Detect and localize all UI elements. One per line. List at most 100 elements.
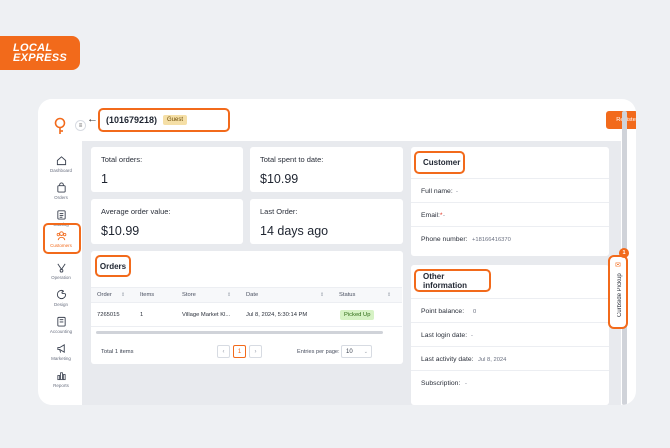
guest-badge: Guest <box>163 115 188 125</box>
collapse-sidebar-icon[interactable]: ≡ <box>75 120 86 131</box>
sidebar-item-marketing[interactable]: Marketing <box>42 337 80 367</box>
stat-label: Total spent to date: <box>260 155 324 164</box>
last-login-label: Last login date: <box>421 332 468 339</box>
point-balance-label: Point balance: <box>421 308 465 315</box>
phone-value: +18166416370 <box>472 237 511 243</box>
column-order[interactable]: Order <box>97 292 112 298</box>
sidebar-item-label: Accounting <box>49 329 73 334</box>
sidebar-item-design[interactable]: Design <box>42 283 80 313</box>
prev-page-icon[interactable]: ‹ <box>217 345 230 358</box>
bag-icon <box>56 182 66 193</box>
megaphone-icon <box>56 344 65 353</box>
phone-label: Phone number: <box>421 236 468 243</box>
sidebar-item-label: Dashboard <box>49 168 72 173</box>
subscription-label: Subscription: <box>421 380 461 387</box>
stat-value: $10.99 <box>101 224 140 238</box>
customer-title: (101679218) Guest <box>98 108 230 132</box>
sidebar-item-label: Design <box>53 302 68 307</box>
pickup-bag-icon: ✉ <box>615 262 621 269</box>
sidebar-item-accounting[interactable]: Accounting <box>42 310 80 340</box>
column-store[interactable]: Store <box>182 292 196 298</box>
full-name-value: - <box>456 189 458 195</box>
customer-id: (101679218) <box>106 115 158 125</box>
order-number[interactable]: 7265015 <box>97 312 120 318</box>
email-value: - <box>443 213 445 219</box>
point-balance-row: Point balance: 0 <box>411 298 609 322</box>
clipboard-icon <box>56 210 66 220</box>
customer-title-box: Customer <box>414 151 465 174</box>
status-badge: Picked Up <box>340 310 375 320</box>
column-status[interactable]: Status <box>339 292 356 298</box>
operation-icon <box>56 263 66 273</box>
sort-icon[interactable]: ⇕ <box>227 292 232 298</box>
horizontal-scrollbar[interactable] <box>96 331 383 334</box>
column-date[interactable]: Date <box>246 292 259 298</box>
last-activity-row: Last activity date: Jul 8, 2024 <box>411 346 609 370</box>
stat-last-order: Last Order: 14 days ago <box>250 199 403 244</box>
stat-value: 1 <box>101 172 108 186</box>
sidebar-item-reports[interactable]: Reports <box>42 364 80 394</box>
chevron-down-icon: ⌄ <box>363 348 368 355</box>
total-items: Total 1 items <box>101 349 134 355</box>
stat-label: Total orders: <box>101 155 143 164</box>
last-login-value: - <box>471 333 473 339</box>
app-window: Dashboard Orders Catalog Customers Opera… <box>38 99 636 405</box>
orders-title: Orders <box>99 261 127 271</box>
sidebar-item-operation[interactable]: Operation <box>42 256 80 286</box>
full-name-row: Full name: - <box>411 178 609 202</box>
sidebar: Dashboard Orders Catalog Customers Opera… <box>42 99 81 405</box>
sort-icon[interactable]: ⇕ <box>121 292 126 298</box>
stat-total-orders: Total orders: 1 <box>91 147 243 192</box>
phone-row: Phone number: +18166416370 <box>411 226 609 250</box>
main-content: Total orders: 1 Total spent to date: $10… <box>82 141 621 405</box>
top-bar: ← (101679218) Guest Register <box>82 99 636 141</box>
accounting-icon <box>56 316 66 327</box>
customers-icon <box>56 231 66 241</box>
email-label: Email:* <box>421 212 443 219</box>
subscription-row: Subscription: - <box>411 370 609 394</box>
orders-card: Orders Order ⇕ Items Store ⇕ Date ⇕ Stat… <box>91 251 403 364</box>
home-icon <box>56 156 66 166</box>
other-information-card: Other information Point balance: 0 Last … <box>411 265 609 405</box>
entries-per-page-select[interactable]: 10 ⌄ <box>341 345 372 358</box>
sidebar-item-orders[interactable]: Orders <box>42 176 80 206</box>
sidebar-item-label: Customers <box>50 243 72 248</box>
last-activity-value: Jul 8, 2024 <box>478 357 507 363</box>
full-name-label: Full name: <box>421 188 453 195</box>
stat-value: $10.99 <box>260 172 299 186</box>
design-icon <box>56 289 66 300</box>
stat-average-order: Average order value: $10.99 <box>91 199 243 244</box>
brand-line-1: LOCAL <box>12 42 53 54</box>
other-info-panel-title: Other information <box>423 271 467 290</box>
order-store: Village Market Kl... <box>182 312 231 318</box>
curbside-pickup-tab[interactable]: ✉ Curbside Pickup <box>608 255 628 329</box>
brand-line-2: EXPRESS <box>12 52 68 64</box>
order-items: 1 <box>140 312 144 318</box>
sort-icon[interactable]: ⇕ <box>320 292 325 298</box>
other-info-title-box: Other information <box>414 269 491 292</box>
curbside-pickup-label: Curbside Pickup <box>617 273 623 317</box>
email-row: Email:* - <box>411 202 609 226</box>
app-logo-icon[interactable] <box>53 117 67 135</box>
table-row[interactable]: 7265015 1 Village Market Kl... Jul 8, 20… <box>91 303 402 327</box>
back-arrow-icon[interactable]: ← <box>87 113 98 125</box>
register-button[interactable]: Register <box>606 111 636 129</box>
stat-total-spent: Total spent to date: $10.99 <box>250 147 403 192</box>
curbside-count-badge: 1 <box>619 248 629 258</box>
next-page-icon[interactable]: › <box>249 345 262 358</box>
point-balance-value: 0 <box>473 309 477 315</box>
sidebar-active-highlight <box>43 223 81 254</box>
sidebar-item-label: Reports <box>53 383 69 388</box>
local-express-logo: LOCAL EXPRESS <box>0 36 80 70</box>
customer-card: Customer Full name: - Email:* - Phone nu… <box>411 147 609 256</box>
order-date: Jul 8, 2024, 5:30:14 PM <box>246 312 308 318</box>
sidebar-item-dashboard[interactable]: Dashboard <box>42 149 80 179</box>
sidebar-item-label: Marketing <box>51 356 71 361</box>
sidebar-item-label: Operation <box>51 275 71 280</box>
sort-icon[interactable]: ⇕ <box>387 292 392 298</box>
chart-icon <box>56 372 66 381</box>
stat-label: Last Order: <box>260 207 298 216</box>
page-1-button[interactable]: 1 <box>233 345 246 358</box>
sidebar-item-customers[interactable]: Customers <box>42 224 80 254</box>
entries-value: 10 <box>346 348 353 355</box>
